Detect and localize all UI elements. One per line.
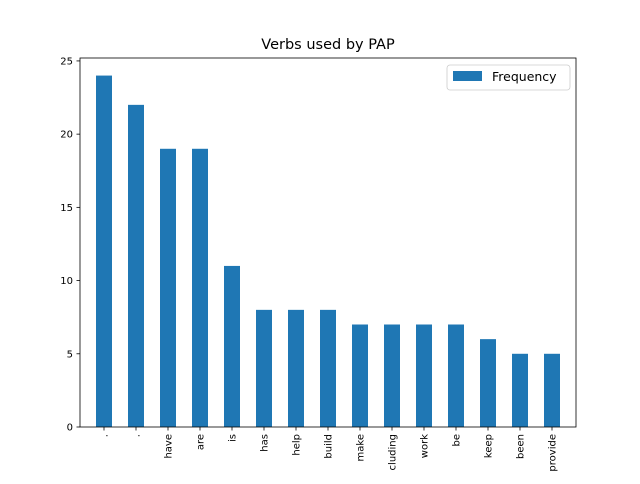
y-tick-label: 10 <box>60 276 73 287</box>
y-tick-label: 25 <box>60 56 73 67</box>
x-tick-label: help <box>292 434 303 456</box>
bar <box>352 324 368 427</box>
bars-layer <box>96 75 560 428</box>
bar <box>224 265 240 427</box>
x-tick-label: work <box>420 434 431 458</box>
x-tick-label: make <box>356 434 367 461</box>
y-tick-label: 5 <box>67 349 73 360</box>
bar <box>320 309 336 427</box>
x-tick-label: has <box>260 434 271 452</box>
x-tick-label: are <box>196 434 207 450</box>
bar <box>160 148 176 428</box>
x-tick-label: is <box>228 434 239 442</box>
bar <box>448 324 464 427</box>
bar <box>416 324 432 427</box>
chart-title: Verbs used by PAP <box>261 37 395 53</box>
x-axis: .. have are is has help build make cluding work be… <box>100 427 559 472</box>
x-tick-label: . <box>132 434 143 437</box>
x-tick-label: . <box>100 434 111 437</box>
x-tick-label: keep <box>484 434 495 458</box>
x-tick-label: cluding <box>388 434 399 470</box>
legend: Frequency <box>446 64 571 91</box>
bar <box>384 324 400 427</box>
bar <box>544 353 560 427</box>
bar <box>512 353 528 427</box>
y-tick-label: 0 <box>67 423 73 434</box>
bar <box>96 75 112 428</box>
x-tick-label: be <box>452 434 463 447</box>
bar <box>192 148 208 428</box>
legend-swatch <box>453 71 482 81</box>
bar <box>256 309 272 427</box>
y-tick-label: 20 <box>60 130 73 141</box>
x-tick-label: build <box>324 434 335 459</box>
plot-frame <box>79 57 577 428</box>
y-tick-label: 15 <box>60 203 73 214</box>
legend-label: Frequency <box>492 69 557 84</box>
x-tick-label: been <box>516 434 527 459</box>
bar <box>288 309 304 427</box>
x-tick-label: provide <box>548 434 559 472</box>
x-tick-label: have <box>164 434 175 459</box>
bar <box>128 104 144 427</box>
bar <box>480 339 496 427</box>
y-axis: 0 5 10 15 20 25 <box>60 56 80 434</box>
